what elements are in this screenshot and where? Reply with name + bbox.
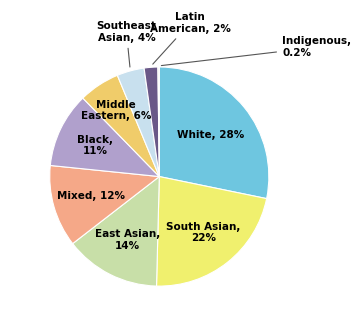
Wedge shape [156, 177, 267, 286]
Text: Black,
11%: Black, 11% [77, 135, 113, 156]
Wedge shape [118, 68, 159, 177]
Text: South Asian,
22%: South Asian, 22% [166, 221, 241, 243]
Text: Southeast
Asian, 4%: Southeast Asian, 4% [97, 21, 156, 67]
Text: Latin
American, 2%: Latin American, 2% [149, 12, 230, 64]
Wedge shape [159, 67, 269, 199]
Text: Middle
Eastern, 6%: Middle Eastern, 6% [81, 100, 151, 121]
Wedge shape [50, 165, 159, 244]
Wedge shape [158, 67, 159, 177]
Wedge shape [144, 67, 159, 177]
Text: East Asian,
14%: East Asian, 14% [95, 229, 160, 251]
Wedge shape [83, 75, 159, 177]
Wedge shape [73, 177, 159, 286]
Text: Indigenous,
0.2%: Indigenous, 0.2% [161, 37, 351, 66]
Wedge shape [50, 98, 159, 177]
Text: White, 28%: White, 28% [177, 130, 244, 140]
Text: Mixed, 12%: Mixed, 12% [57, 191, 125, 201]
